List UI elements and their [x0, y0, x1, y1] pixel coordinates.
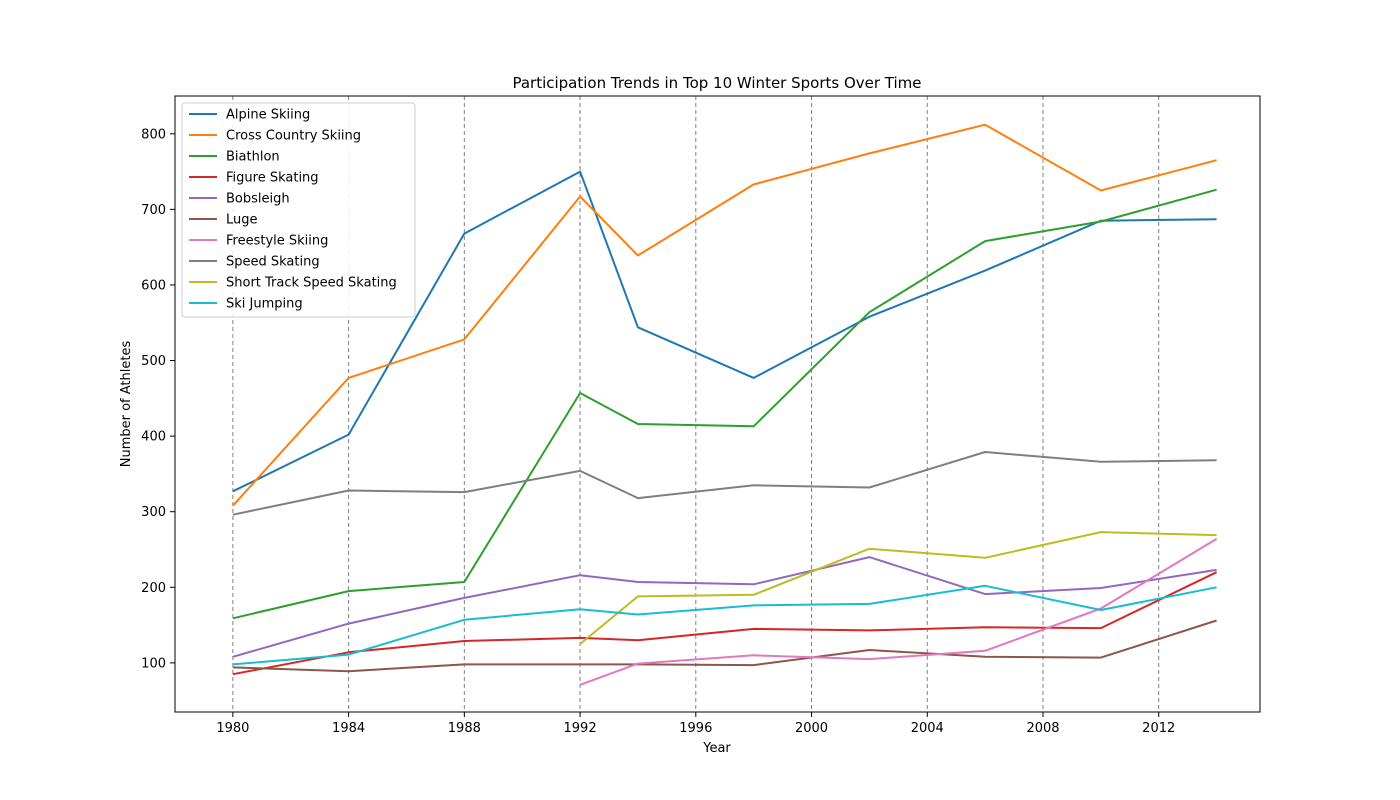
- series-line-figure-skating: [232, 571, 1218, 676]
- x-tick-label: 1996: [679, 721, 712, 736]
- x-axis: 1980 1984 1988 1992 1996 2000 2004 2008 2012: [216, 712, 1175, 736]
- y-tick-label: 100: [141, 656, 166, 671]
- series-layer: [232, 123, 1218, 686]
- y-tick-label: 700: [141, 203, 166, 218]
- series-line-speed-skating: [232, 451, 1217, 516]
- y-tick-label: 800: [141, 127, 166, 142]
- x-tick-label: 1988: [448, 721, 481, 736]
- legend-label-speed-skating: Speed Skating: [226, 255, 320, 270]
- legend: Alpine Skiing Cross Country Skiing Biathlo…: [181, 102, 416, 318]
- x-axis-title: Year: [702, 741, 731, 756]
- plot-frame: [174, 95, 1261, 713]
- legend-label-bobsleigh: Bobsleigh: [226, 192, 290, 207]
- legend-label-ski-jumping: Ski Jumping: [226, 297, 303, 312]
- y-tick-label: 600: [141, 278, 166, 293]
- x-tick-label: 2008: [1026, 721, 1059, 736]
- y-tick-label: 200: [141, 581, 166, 596]
- series-line-biathlon: [232, 188, 1217, 620]
- series-line-bobsleigh: [232, 556, 1217, 658]
- x-tick-label: 1992: [564, 721, 597, 736]
- chart-title: Participation Trends in Top 10 Winter Sp…: [512, 74, 921, 92]
- y-tick-label: 400: [141, 430, 166, 445]
- x-tick-label: 1984: [332, 721, 365, 736]
- series-line-cross-country-skiing: [232, 123, 1217, 507]
- legend-label-freestyle-skiing: Freestyle Skiing: [226, 234, 328, 249]
- legend-frame: [181, 102, 416, 318]
- legend-label-figure-skating: Figure Skating: [226, 171, 319, 186]
- legend-label-alpine-skiing: Alpine Skiing: [226, 108, 310, 123]
- y-tick-label: 500: [141, 354, 166, 369]
- series-line-luge: [232, 619, 1217, 673]
- x-tick-label: 2000: [795, 721, 828, 736]
- x-tick-label: 2004: [911, 721, 944, 736]
- y-axis: 100 200 300 400 500 600 700 800: [141, 127, 175, 671]
- x-tick-label: 1980: [216, 721, 249, 736]
- y-axis-title: Number of Athletes: [119, 341, 134, 468]
- series-line-short-track-speed-skating: [579, 531, 1217, 645]
- x-tick-label: 2012: [1142, 721, 1175, 736]
- legend-label-luge: Luge: [226, 213, 258, 228]
- legend-label-cross-country-skiing: Cross Country Skiing: [226, 129, 361, 144]
- series-line-alpine-skiing: [232, 170, 1217, 493]
- legend-label-short-track-speed-skating: Short Track Speed Skating: [226, 276, 397, 291]
- legend-label-biathlon: Biathlon: [226, 150, 280, 165]
- series-line-freestyle-skiing: [579, 538, 1218, 686]
- series-line-ski-jumping: [232, 584, 1217, 666]
- y-tick-label: 300: [141, 505, 166, 520]
